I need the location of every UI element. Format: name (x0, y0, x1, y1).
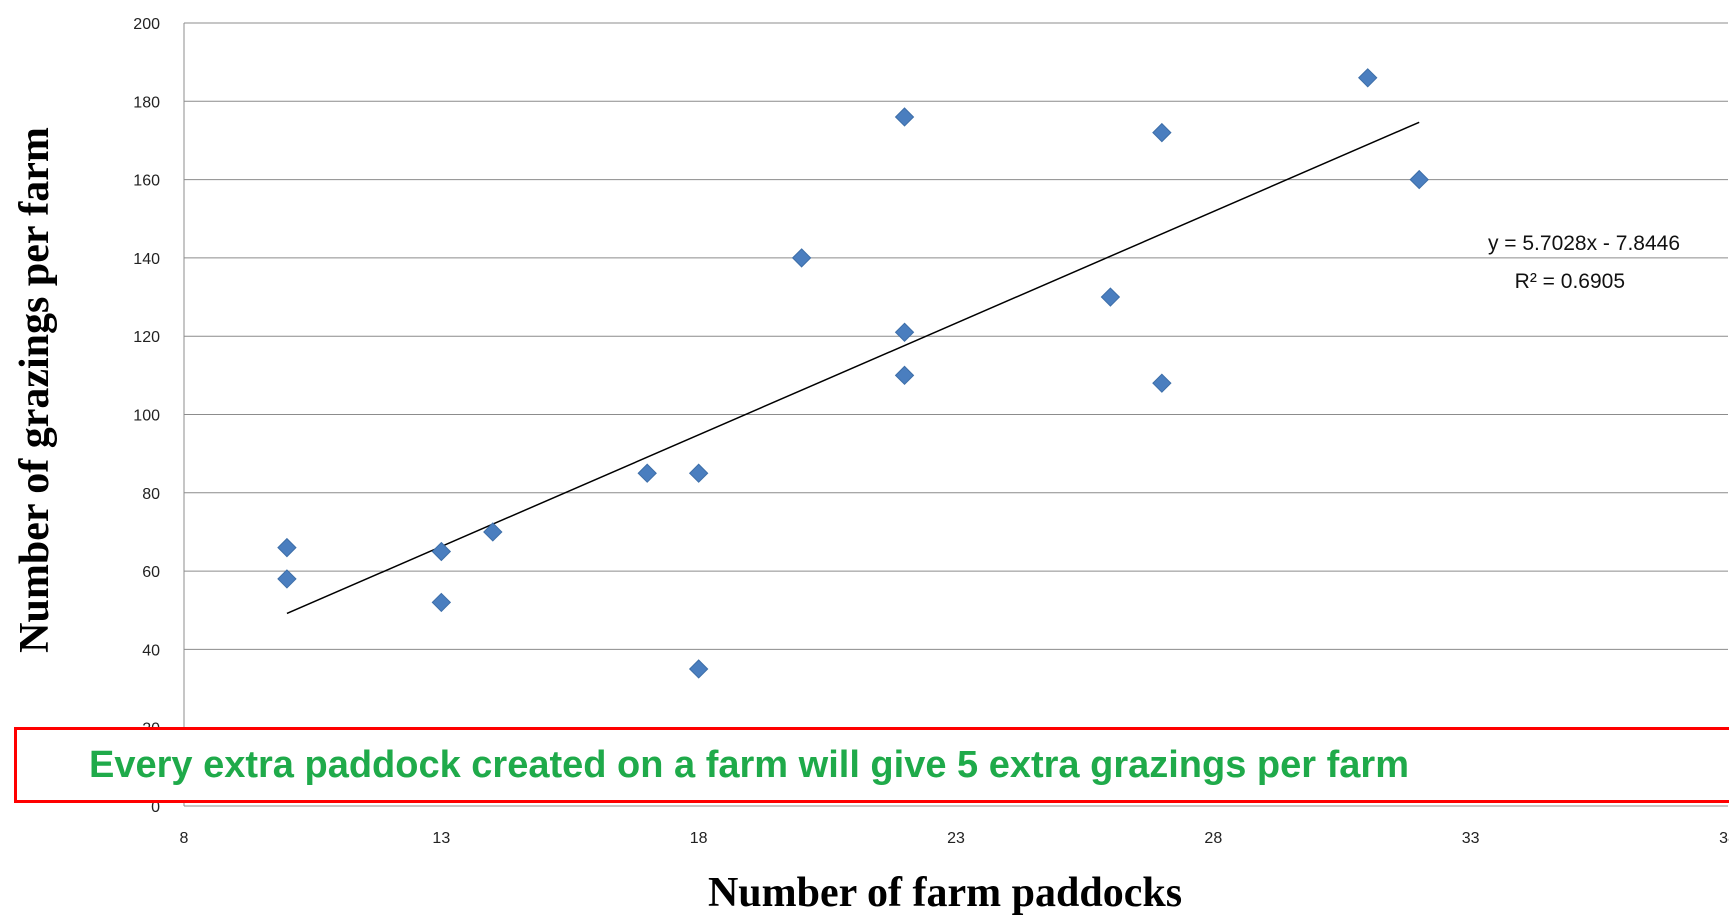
y-tick-label: 200 (133, 16, 160, 33)
trendline-r-squared: R² = 0.6905 (1515, 270, 1625, 293)
x-tick-labels: 8 13 18 23 28 33 38 (180, 830, 1729, 847)
x-tick-label: 33 (1462, 830, 1480, 847)
data-point (791, 248, 812, 268)
callout-text: Every extra paddock created on a farm wi… (89, 744, 1409, 786)
y-tick-label: 0 (151, 799, 160, 816)
data-point (1152, 122, 1172, 143)
trendline-equation: y = 5.7028x - 7.8446 (1488, 232, 1680, 255)
y-tick-label: 180 (133, 94, 160, 111)
y-tick-label: 60 (142, 564, 160, 581)
data-point (1409, 169, 1429, 190)
data-point (637, 463, 657, 483)
data-point (1152, 373, 1172, 393)
y-tick-label: 160 (133, 173, 160, 190)
x-tick-label: 8 (180, 830, 189, 847)
data-point (483, 522, 503, 542)
data-point (1358, 68, 1378, 88)
data-point (431, 541, 452, 562)
y-tick-labels: 020406080100120140160180200 (133, 16, 160, 816)
y-tick-label: 120 (133, 329, 160, 346)
data-point (431, 592, 452, 613)
gridlines (183, 22, 1728, 807)
data-points (277, 68, 1429, 679)
data-point (277, 537, 297, 558)
y-tick-label: 80 (142, 486, 160, 503)
y-tick-label: 140 (133, 251, 160, 268)
data-point (688, 463, 709, 483)
trendline (286, 121, 1420, 615)
data-point (277, 569, 297, 589)
x-tick-label: 18 (690, 830, 708, 847)
callout-box: Every extra paddock created on a farm wi… (14, 727, 1729, 803)
x-tick-label: 38 (1719, 830, 1729, 847)
x-tick-label: 23 (947, 830, 965, 847)
data-point (1100, 287, 1121, 307)
x-tick-label: 28 (1204, 830, 1222, 847)
data-point (894, 322, 915, 342)
y-tick-label: 100 (133, 408, 160, 425)
y-axis-title: Number of grazings per farm (12, 127, 58, 653)
data-point (688, 659, 709, 679)
data-point (894, 365, 915, 386)
x-tick-label: 13 (432, 830, 450, 847)
y-tick-label: 40 (142, 642, 160, 659)
data-point (894, 107, 915, 127)
x-axis-title: Number of farm paddocks (708, 870, 1182, 916)
